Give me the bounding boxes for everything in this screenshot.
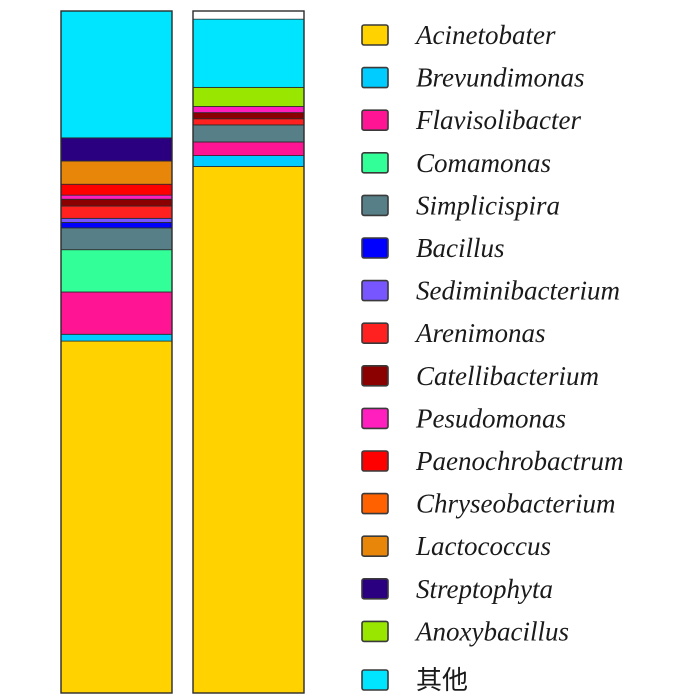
legend-swatch-13	[361, 535, 389, 558]
legend-label-10: Pesudomonas	[415, 403, 566, 433]
bar-frame-2	[192, 10, 305, 694]
bar-segment-1-10	[60, 194, 173, 200]
bar-segment-1-5	[60, 227, 173, 251]
bar-segment-1-2	[60, 333, 173, 342]
legend-label-6: Bacillus	[416, 233, 505, 263]
legend-label-5: Simplicispira	[416, 190, 560, 220]
bar-segment-2-2	[192, 155, 305, 167]
legend-label-16: 其他	[416, 666, 468, 696]
bar-segment-1-4	[60, 249, 173, 293]
bar-segment-1-1	[60, 340, 173, 694]
bar-segment-2-9	[192, 112, 305, 120]
legend-swatch-9	[361, 364, 389, 387]
bar-segment-1-11	[60, 183, 173, 196]
legend-swatch-3	[361, 109, 389, 131]
legend-label-11: Paenochrobactrum	[415, 446, 623, 476]
bar-segment-2-10	[192, 106, 305, 114]
legend: Acinetobater Brevundimonas Flavisolibacter…	[361, 20, 623, 696]
legend-swatch-12	[361, 492, 389, 515]
legend-label-8: Arenimonas	[414, 318, 546, 348]
legend-swatch-8	[361, 322, 389, 345]
legend-swatch-10	[361, 407, 389, 430]
bar-segment-2-8	[192, 118, 305, 126]
legend-label-12: Chryseobacterium	[416, 489, 615, 519]
legend-swatch-5	[361, 194, 389, 217]
bar-segment-2-3	[192, 141, 305, 156]
bar-segment-1-8	[60, 205, 173, 219]
bar-segment-1-7	[60, 217, 173, 223]
legend-label-15: Anoxybacillus	[414, 616, 569, 646]
legend-label-9: Catellibacterium	[416, 361, 599, 391]
legend-swatch-6	[361, 237, 389, 259]
legend-swatch-11	[361, 450, 389, 472]
bars-group	[60, 10, 305, 694]
legend-swatch-2	[361, 66, 389, 89]
legend-label-14: Streptophyta	[416, 574, 553, 604]
bar-segment-2-1	[192, 166, 305, 694]
bar-segment-1-3	[60, 291, 173, 335]
legend-swatch-4	[361, 152, 389, 174]
legend-swatch-1	[361, 24, 389, 46]
bar-segment-1-16	[60, 10, 173, 139]
legend-swatch-14	[361, 577, 389, 600]
bar-segment-1-14	[60, 137, 173, 162]
bar-segment-2-5	[192, 124, 305, 143]
legend-label-1: Acinetobater	[414, 20, 556, 50]
legend-swatch-16	[361, 669, 389, 691]
legend-label-3: Flavisolibacter	[415, 105, 581, 135]
bar-segment-2-15	[192, 86, 305, 107]
bar-frame-1	[60, 10, 173, 694]
legend-label-7: Sediminibacterium	[416, 276, 620, 306]
bar-segment-1-9	[60, 198, 173, 207]
bar-segment-1-6	[60, 222, 173, 229]
legend-swatch-15	[361, 620, 389, 643]
legend-label-13: Lactococcus	[415, 531, 551, 561]
bar-segment-2-16	[192, 18, 305, 88]
legend-label-2: Brevundimonas	[416, 63, 584, 93]
legend-label-4: Comamonas	[416, 148, 551, 178]
bar-segment-1-13	[60, 160, 173, 185]
legend-swatch-7	[361, 279, 389, 302]
